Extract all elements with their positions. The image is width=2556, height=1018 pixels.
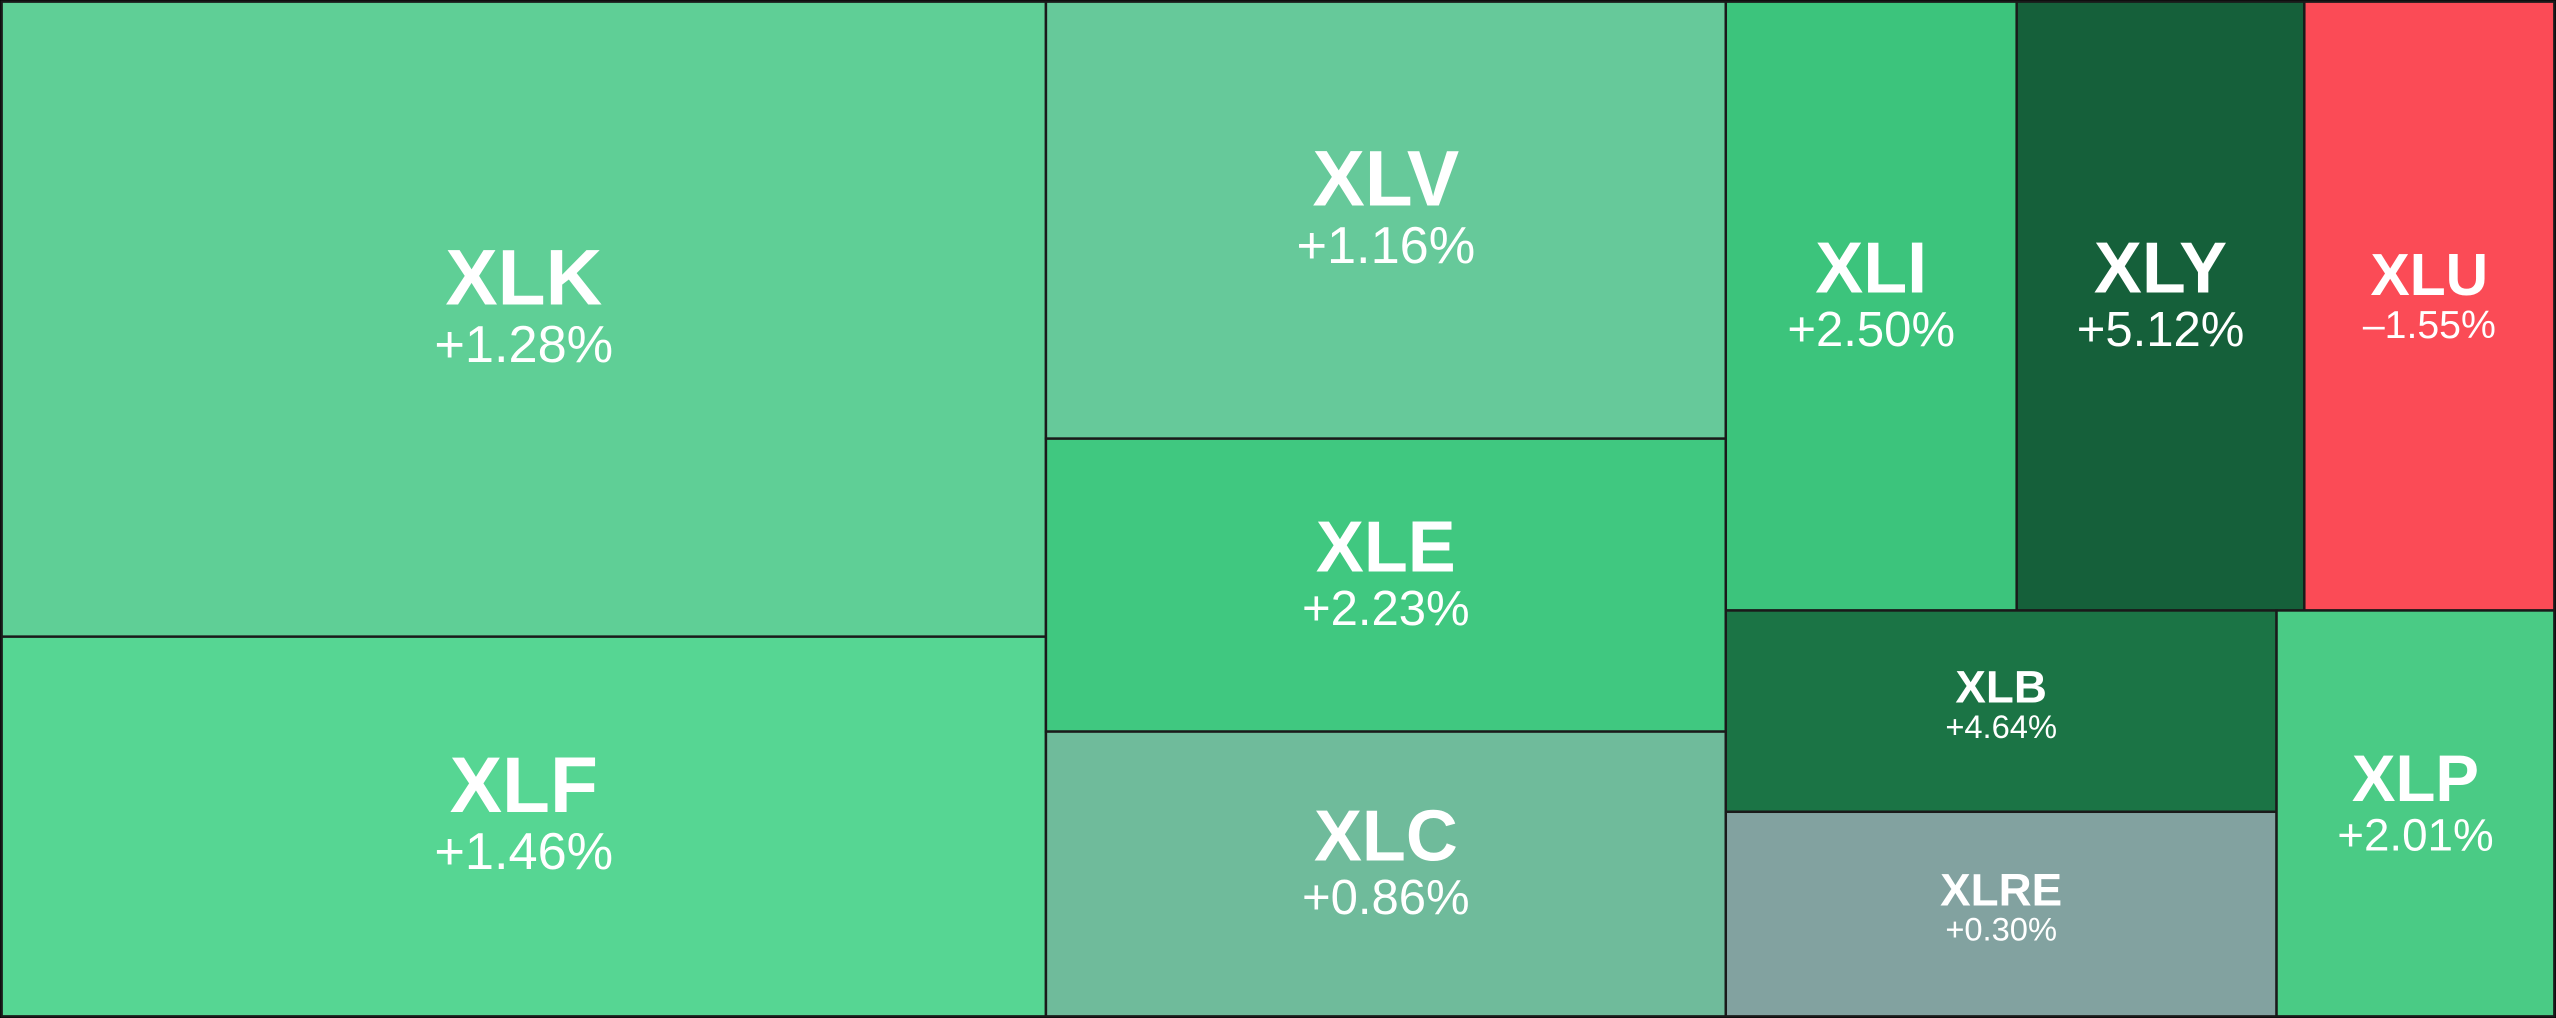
tile-ticker: XLE — [1316, 508, 1456, 588]
tile — [2015, 0, 2306, 612]
tile-ticker: XLRE — [1940, 865, 2062, 916]
tile — [1044, 437, 1728, 733]
tile-change: +2.01% — [2337, 810, 2493, 861]
tile — [2303, 0, 2556, 612]
tile-change: +0.30% — [1945, 911, 2057, 948]
tile-change: –1.55% — [2363, 303, 2496, 347]
tile-change: +2.23% — [1302, 582, 1470, 636]
tile-ticker: XLI — [1815, 229, 1927, 309]
tile-change: +4.64% — [1945, 708, 2057, 745]
tile — [1724, 810, 2278, 1018]
tile — [1724, 0, 2018, 612]
tile — [1044, 0, 1728, 440]
tile-ticker: XLC — [1314, 797, 1458, 877]
tile-change: +0.86% — [1302, 871, 1470, 925]
tile-ticker: XLU — [2371, 243, 2489, 308]
tile — [1044, 730, 1728, 1018]
tile — [2275, 609, 2556, 1018]
tile-change: +5.12% — [2077, 303, 2245, 357]
tile-ticker: XLV — [1312, 134, 1459, 222]
tile-change: +1.16% — [1296, 217, 1475, 275]
tile-change: +1.28% — [434, 316, 613, 374]
tile-ticker: XLB — [1955, 662, 2046, 713]
tile-ticker: XLF — [450, 741, 598, 829]
tile-ticker: XLK — [445, 233, 602, 321]
tile-ticker: XLP — [2352, 742, 2479, 815]
tile — [0, 0, 1048, 638]
tile — [0, 635, 1048, 1018]
tile-change: +2.50% — [1787, 303, 1955, 357]
tile-change: +1.46% — [434, 823, 613, 881]
tile-ticker: XLY — [2094, 229, 2227, 309]
